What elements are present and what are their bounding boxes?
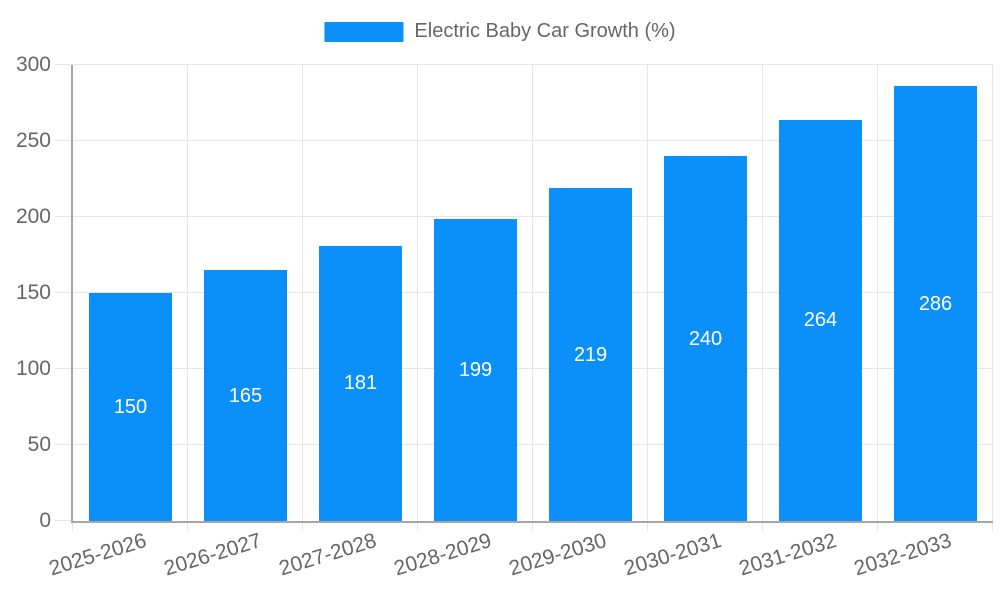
v-gridline bbox=[302, 65, 303, 531]
bar-2028-2029[interactable] bbox=[434, 218, 517, 521]
bar-2032-2033[interactable] bbox=[894, 86, 977, 521]
plot-area: 150 165 181 199 219 240 264 286 bbox=[71, 65, 993, 523]
h-gridline bbox=[55, 292, 993, 293]
bar-2031-2032[interactable] bbox=[779, 119, 862, 521]
y-tick-label: 250 bbox=[15, 129, 51, 152]
y-tick-label: 200 bbox=[15, 205, 51, 228]
bar-2026-2027[interactable] bbox=[204, 270, 287, 521]
bar-2025-2026[interactable] bbox=[89, 293, 172, 521]
v-gridline bbox=[532, 65, 533, 531]
h-gridline bbox=[55, 444, 993, 445]
x-tick-label: 2025-2026 bbox=[46, 529, 150, 581]
x-axis-tick bbox=[72, 523, 73, 531]
x-tick-label: 2028-2029 bbox=[391, 529, 495, 581]
bar-value-label: 286 bbox=[918, 292, 953, 315]
h-gridline bbox=[55, 140, 993, 141]
x-tick-label: 2029-2030 bbox=[506, 529, 610, 581]
x-tick-label: 2031-2032 bbox=[736, 529, 840, 581]
bar-2030-2031[interactable] bbox=[664, 156, 747, 521]
x-tick-label: 2026-2027 bbox=[161, 529, 265, 581]
x-tick-label: 2032-2033 bbox=[851, 529, 955, 581]
y-tick-label: 50 bbox=[27, 433, 51, 456]
y-tick-label: 150 bbox=[15, 281, 51, 304]
x-tick-label: 2027-2028 bbox=[276, 529, 380, 581]
v-gridline bbox=[762, 65, 763, 531]
v-gridline bbox=[877, 65, 878, 531]
y-tick-label: 300 bbox=[15, 53, 51, 76]
v-gridline bbox=[417, 65, 418, 531]
bar-value-label: 219 bbox=[573, 343, 608, 366]
h-gridline bbox=[55, 368, 993, 369]
y-tick-label: 100 bbox=[15, 357, 51, 380]
legend-swatch bbox=[324, 21, 404, 42]
bar-value-label: 240 bbox=[688, 327, 723, 350]
bar-2029-2030[interactable] bbox=[549, 188, 632, 521]
h-gridline bbox=[55, 216, 993, 217]
v-gridline bbox=[992, 65, 993, 531]
v-gridline bbox=[647, 65, 648, 531]
x-tick-label: 2030-2031 bbox=[621, 529, 725, 581]
bar-value-label: 181 bbox=[343, 372, 378, 395]
h-gridline bbox=[55, 64, 993, 65]
bar-value-label: 165 bbox=[228, 384, 263, 407]
bar-value-label: 199 bbox=[458, 358, 493, 381]
y-tick-label: 0 bbox=[39, 509, 51, 532]
legend-item[interactable]: Electric Baby Car Growth (%) bbox=[324, 20, 676, 43]
bar-value-label: 264 bbox=[803, 309, 838, 332]
y-axis-tick bbox=[55, 520, 71, 521]
v-gridline bbox=[187, 65, 188, 531]
legend-label: Electric Baby Car Growth (%) bbox=[414, 20, 676, 42]
bar-value-label: 150 bbox=[113, 396, 148, 418]
bar-2027-2028[interactable] bbox=[319, 245, 402, 521]
